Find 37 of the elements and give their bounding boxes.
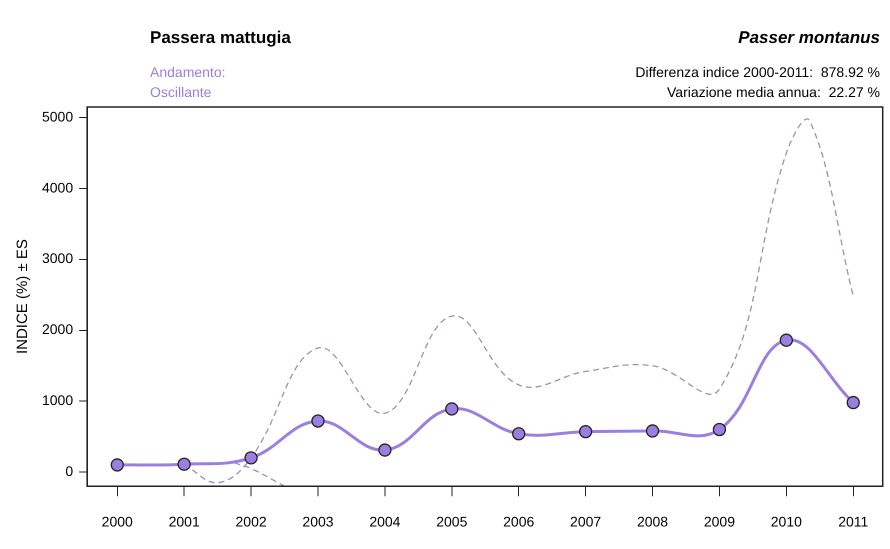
x-tick-label: 2002 xyxy=(235,513,267,530)
x-tick-label: 2003 xyxy=(302,513,334,530)
point xyxy=(244,451,258,464)
x-tick-label: 2011 xyxy=(838,513,869,530)
chart-title: Passera mattugia xyxy=(150,28,291,48)
text: Variazione media annua: 22.27 % xyxy=(667,84,880,100)
x-tick-label: 2006 xyxy=(503,513,534,530)
point xyxy=(578,424,592,438)
y-tick-label: 5000 xyxy=(42,108,74,124)
chart-subtitle: Passer montanus xyxy=(738,28,880,48)
x-tick-label: 2004 xyxy=(369,513,401,530)
text: Andamento: xyxy=(150,64,226,80)
x-tick-label: 2005 xyxy=(436,513,468,530)
point xyxy=(646,424,660,438)
point xyxy=(512,427,526,440)
point xyxy=(311,414,325,428)
point xyxy=(712,422,726,436)
y-tick-label: 2000 xyxy=(42,321,74,338)
y-tick-label: 3000 xyxy=(42,250,74,266)
point xyxy=(445,402,458,416)
point xyxy=(780,334,793,347)
y-tick-label: 0 xyxy=(65,462,74,479)
point xyxy=(378,443,392,457)
x-tick-label: 2000 xyxy=(102,513,134,530)
y-tick-label: 1000 xyxy=(42,392,74,408)
x-tick-label: 2001 xyxy=(168,513,200,530)
point xyxy=(110,458,124,472)
x-tick-label: 2010 xyxy=(770,513,802,530)
y-axis-title: INDICE (%) ± ES xyxy=(14,239,32,354)
text: Differenza indice 2000-2011: 878.92 % xyxy=(635,64,880,80)
x-tick-label: 2009 xyxy=(704,513,736,530)
text: Oscillante xyxy=(150,84,212,100)
point xyxy=(178,458,191,471)
x-tick-label: 2007 xyxy=(570,513,602,530)
y-tick-label: 4000 xyxy=(42,179,74,196)
x-tick-label: 2008 xyxy=(636,513,668,530)
point xyxy=(846,396,860,410)
